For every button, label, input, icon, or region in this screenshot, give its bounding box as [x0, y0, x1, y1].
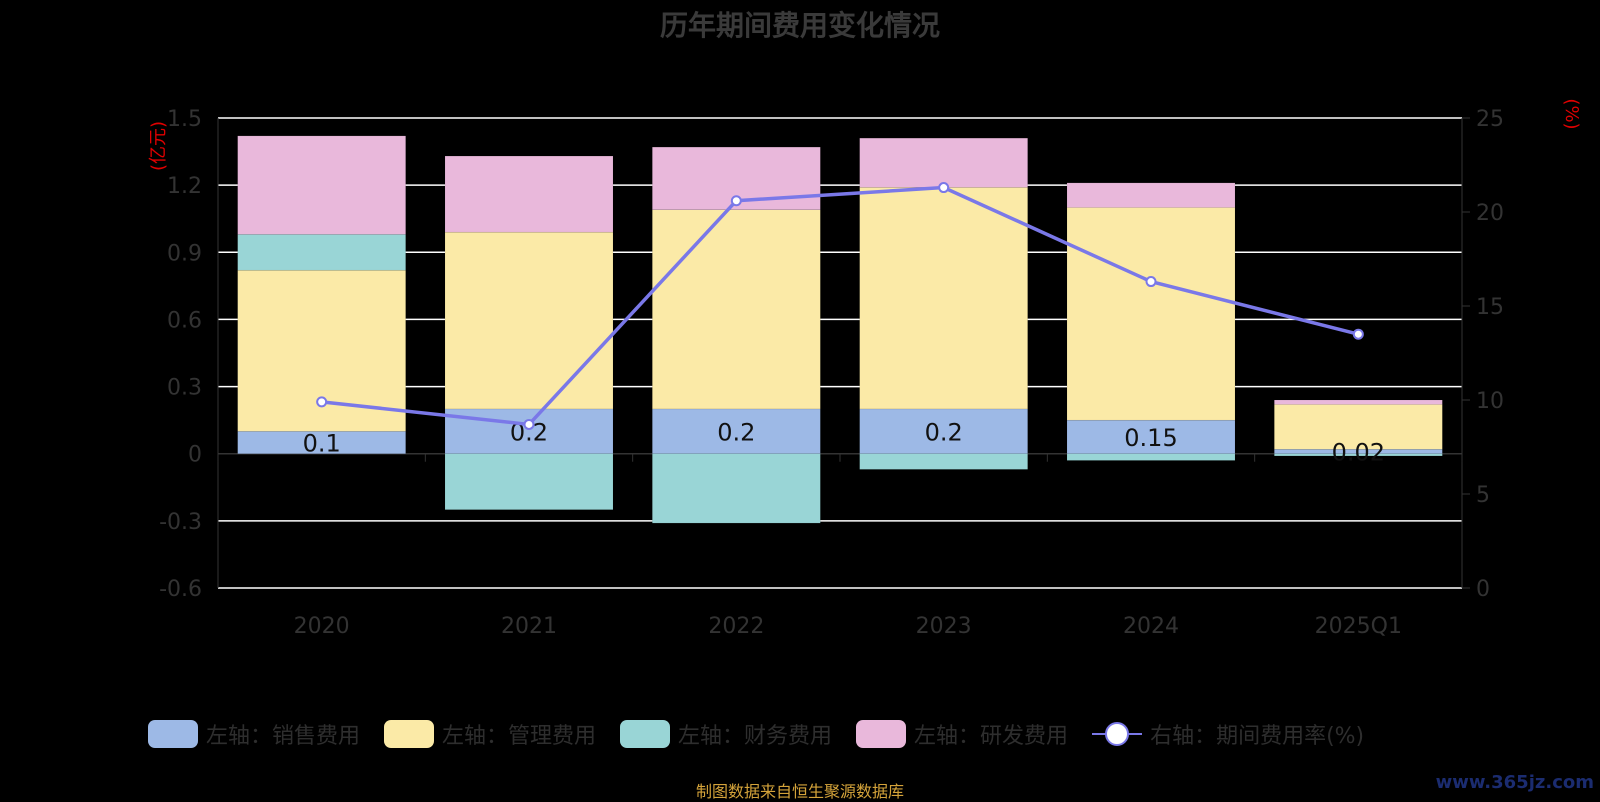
chart-title: 历年期间费用变化情况 — [659, 9, 940, 42]
bar-data-label: 0.2 — [925, 418, 963, 446]
chart-area: 1.5 1.2 0.9 0.6 0.3 0 -0.3 -0.6 25 20 15 10 5 0 (亿元) (%… — [148, 98, 1582, 639]
expense-rate-point — [1145, 276, 1157, 288]
bar-segment — [1066, 453, 1236, 461]
bar-segment — [1274, 453, 1443, 457]
right-axis-unit: (%) — [1561, 98, 1582, 129]
legend-item-sales[interactable]: 左轴：销售费用 — [148, 718, 360, 750]
bar-segment — [237, 135, 406, 235]
bar-segment — [1066, 207, 1236, 421]
expense-rate-point — [523, 418, 535, 430]
x-axis-tick-label: 2020 — [294, 614, 350, 639]
right-axis-tick-label: 10 — [1476, 389, 1504, 414]
bar-segment — [1274, 404, 1443, 450]
right-axis-tick-label: 0 — [1476, 577, 1490, 602]
left-axis-unit: (亿元) — [148, 121, 169, 171]
x-axis-tick-label: 2025Q1 — [1315, 614, 1402, 639]
legend-label-expense-rate: 右轴：期间费用率(%) — [1150, 724, 1365, 749]
bar-segment — [859, 137, 1028, 188]
bar-segment — [237, 234, 406, 271]
expense-rate-line — [321, 185, 1359, 427]
bar-segment — [1066, 182, 1236, 208]
legend-swatch-finance — [620, 720, 671, 748]
legend-label-sales: 左轴：销售费用 — [206, 724, 361, 749]
bar-segment — [1066, 419, 1236, 454]
left-axis-tick-label: -0.6 — [159, 577, 202, 602]
legend-item-rd[interactable]: 左轴：研发费用 — [856, 718, 1068, 750]
left-axis-tick-label: 0 — [188, 443, 202, 468]
expense-rate-point — [1352, 328, 1364, 340]
legend-label-rd: 左轴：研发费用 — [914, 724, 1069, 749]
x-axis-tick-label: 2024 — [1123, 614, 1179, 639]
right-axis-tick-label: 20 — [1476, 201, 1504, 226]
legend-swatch-admin — [384, 720, 435, 748]
left-axis-tick-label: 0.3 — [167, 376, 202, 401]
bar-segment — [444, 408, 614, 454]
left-axis-tick-label: 1.2 — [167, 174, 202, 199]
bar-segment — [444, 155, 614, 233]
bar-segment — [859, 408, 1028, 454]
bar-data-label: 0.2 — [717, 418, 755, 446]
bar-data-label: 0.1 — [303, 430, 341, 458]
right-axis-tick-label: 5 — [1476, 483, 1490, 508]
legend-swatch-sales — [148, 720, 198, 748]
legend-item-finance[interactable]: 左轴：财务费用 — [620, 718, 832, 750]
bar-segment — [652, 453, 821, 524]
left-axis-tick-label: 0.9 — [167, 241, 202, 266]
bar-segment — [652, 209, 821, 410]
bar-segment — [652, 408, 821, 454]
bar-segment — [444, 453, 614, 510]
expense-rate-point — [316, 396, 328, 408]
bar-segment — [859, 187, 1028, 410]
x-axis-tick-label: 2021 — [501, 614, 557, 639]
legend-swatch-expense-rate — [1092, 720, 1143, 748]
legend-item-admin[interactable]: 左轴：管理费用 — [384, 718, 596, 750]
legend-item-expense-rate[interactable]: 右轴：期间费用率(%) — [1092, 718, 1364, 750]
right-axis-tick-label: 25 — [1476, 107, 1504, 132]
watermark-text: www.365jz.com — [1435, 772, 1594, 793]
legend-swatch-rd — [856, 720, 907, 748]
legend-label-finance: 左轴：财务费用 — [678, 724, 833, 749]
left-axis-tick-label: 1.5 — [167, 107, 202, 132]
left-axis-tick-label: 0.6 — [167, 308, 202, 333]
bar-data-label: 0.02 — [1332, 438, 1385, 466]
bar-segment — [1274, 399, 1443, 405]
bar-segment — [859, 453, 1028, 470]
legend-label-admin: 左轴：管理费用 — [442, 724, 597, 749]
expense-rate-point — [938, 182, 950, 194]
x-axis-tick-label: 2023 — [916, 614, 972, 639]
expense-rate-point — [730, 195, 742, 207]
bar-segment — [444, 231, 614, 410]
chart-legend: 左轴：销售费用 左轴：管理费用 左轴：财务费用 左轴：研发费用 右轴：期间费用率… — [148, 718, 1364, 750]
x-axis-tick-label: 2022 — [708, 614, 764, 639]
right-axis-tick-label: 15 — [1476, 295, 1504, 320]
bar-data-label: 0.15 — [1124, 424, 1177, 452]
data-source-note: 制图数据来自恒生聚源数据库 — [695, 782, 904, 801]
left-axis-tick-label: -0.3 — [159, 510, 202, 535]
